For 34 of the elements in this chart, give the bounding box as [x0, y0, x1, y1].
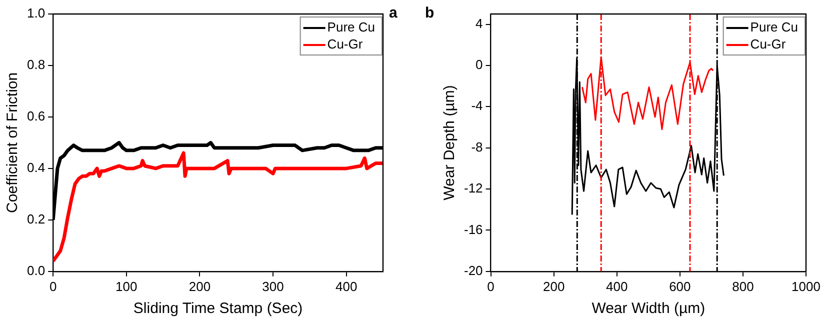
y-tick-label: 0: [476, 57, 483, 72]
legend-label: Pure Cu: [327, 20, 376, 35]
x-axis-title: Sliding Time Stamp (Sec): [133, 300, 303, 318]
x-tick-label: 600: [669, 278, 691, 294]
y-tick-label: -20: [464, 262, 483, 278]
y-axis-title: Wear Depth (µm): [441, 85, 458, 200]
x-tick-label: 0: [49, 278, 57, 294]
x-tick-label: 200: [542, 278, 565, 294]
y-tick-label: 0.0: [26, 262, 46, 278]
y-tick-label: 0.8: [26, 57, 46, 72]
text: a: [389, 4, 398, 22]
legend-label: Cu-Gr: [327, 36, 364, 52]
y-tick-label: 4: [476, 16, 483, 31]
y-tick-label: -16: [464, 222, 483, 237]
x-tick-label: 400: [606, 278, 628, 294]
x-tick-label: 0: [487, 278, 494, 294]
x-tick-label: 300: [262, 278, 284, 294]
y-tick-label: -4: [471, 98, 483, 114]
text: b: [425, 4, 434, 22]
x-tick-label: 1000: [792, 278, 820, 294]
y-tick-label: -12: [464, 180, 483, 196]
legend-label: Pure Cu: [750, 20, 798, 35]
legend-label: Cu-Gr: [750, 36, 786, 52]
y-tick-label: 1.0: [26, 6, 46, 21]
y-axis-title: Coefficient of Friction: [4, 72, 22, 214]
x-tick-label: 200: [188, 278, 211, 294]
y-tick-label: -8: [471, 139, 483, 154]
x-tick-label: 400: [335, 278, 358, 294]
y-tick-label: 0.2: [26, 212, 46, 226]
x-tick-label: 800: [732, 278, 754, 294]
x-axis-title: Wear Width (µm): [592, 300, 706, 318]
y-tick-label: 0.4: [26, 160, 46, 176]
y-tick-label: 0.6: [26, 108, 46, 124]
x-tick-label: 100: [116, 278, 138, 294]
